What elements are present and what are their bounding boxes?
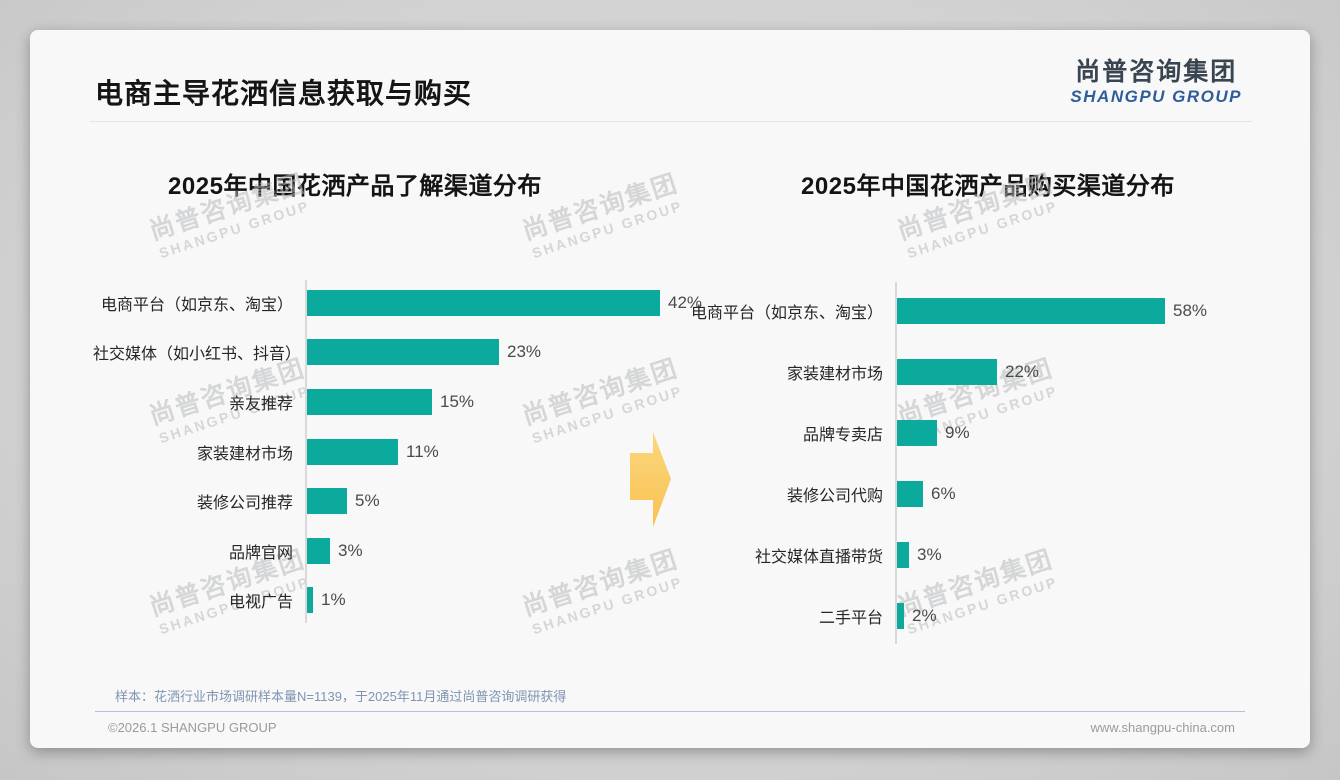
bar: [895, 358, 997, 385]
header-divider: [90, 121, 1252, 122]
bar-row: 电视广告 1%: [93, 576, 733, 626]
bar: [895, 297, 1165, 324]
awareness-channel-chart: 电商平台（如京东、淘宝） 42% 社交媒体（如小红书、抖音） 23% 亲友推荐 15% 家装…: [93, 278, 733, 625]
watermark-en-text: SHANGPU GROUP: [530, 197, 685, 262]
bar: [895, 541, 909, 568]
value-label: 5%: [355, 491, 380, 511]
value-label: 3%: [338, 540, 363, 560]
bar-row: 社交媒体（如小红书、抖音） 23%: [93, 328, 733, 378]
value-label: 3%: [917, 544, 942, 564]
value-label: 11%: [406, 441, 439, 461]
footer-divider: [95, 711, 1245, 712]
bar-row: 装修公司代购 6%: [683, 463, 1293, 524]
bar: [895, 419, 937, 446]
category-label: 装修公司推荐: [196, 495, 293, 513]
bar-row: 品牌官网 3%: [93, 526, 733, 576]
watermark-en-text: SHANGPU GROUP: [905, 197, 1060, 262]
category-label: 电商平台（如京东、淘宝）: [100, 296, 293, 314]
logo-en-text: SHANGPU GROUP: [1070, 86, 1242, 106]
shangpu-logo: 尚普咨询集团 SHANGPU GROUP: [1070, 58, 1242, 106]
category-label: 品牌专卖店: [802, 426, 883, 444]
bar: [305, 339, 499, 366]
bar: [895, 602, 904, 629]
value-label: 42%: [668, 292, 703, 312]
category-label: 电商平台（如京东、淘宝）: [690, 304, 883, 322]
value-label: 6%: [931, 483, 956, 503]
value-label: 23%: [507, 342, 542, 362]
category-label: 家装建材市场: [786, 365, 883, 383]
bar: [305, 587, 313, 614]
bar-row: 品牌专卖店 9%: [683, 402, 1293, 463]
category-label: 社交媒体（如小红书、抖音）: [93, 346, 302, 364]
purchase-chart-title: 2025年中国花洒产品购买渠道分布: [801, 173, 1175, 200]
bar: [305, 289, 660, 316]
category-label: 二手平台: [818, 609, 883, 627]
bar: [305, 438, 398, 465]
value-label: 2%: [912, 605, 937, 625]
awareness-chart-title: 2025年中国花洒产品了解渠道分布: [168, 173, 542, 200]
value-label: 58%: [1173, 300, 1208, 320]
bar-row: 亲友推荐 15%: [93, 377, 733, 427]
bar: [305, 388, 432, 415]
bar-row: 二手平台 2%: [683, 585, 1293, 646]
value-label: 15%: [440, 391, 475, 411]
page-title: 电商主导花洒信息获取与购买: [95, 78, 473, 109]
value-label: 1%: [321, 590, 346, 610]
category-label: 亲友推荐: [228, 395, 293, 413]
bar-row: 社交媒体直播带货 3%: [683, 524, 1293, 585]
bar: [305, 537, 330, 564]
bar-row: 电商平台（如京东、淘宝） 58%: [683, 280, 1293, 341]
bar: [305, 488, 347, 515]
category-label: 电视广告: [228, 594, 293, 612]
bar-row: 家装建材市场 22%: [683, 341, 1293, 402]
watermark-en-text: SHANGPU GROUP: [157, 197, 312, 262]
value-label: 9%: [945, 422, 970, 442]
purchase-channel-chart: 电商平台（如京东、淘宝） 58% 家装建材市场 22% 品牌专卖店 9% 装修公司代购 6% 社…: [683, 280, 1293, 646]
category-label: 装修公司代购: [786, 487, 883, 505]
logo-cn-text: 尚普咨询集团: [1075, 58, 1238, 86]
bar-row: 电商平台（如京东、淘宝） 42%: [93, 278, 733, 328]
transition-arrow-icon: [630, 430, 672, 533]
category-label: 品牌官网: [228, 544, 293, 562]
right-arrow-shape: [630, 432, 671, 527]
bar: [895, 480, 923, 507]
category-label: 家装建材市场: [196, 445, 293, 463]
website-text: www.shangpu-china.com: [1090, 720, 1235, 735]
sample-note: 样本：花洒行业市场调研样本量N=1139，于2025年11月通过尚普咨询调研获得: [115, 689, 567, 704]
bar-row: 家装建材市场 11%: [93, 427, 733, 477]
category-label: 社交媒体直播带货: [754, 548, 883, 566]
bar-row: 装修公司推荐 5%: [93, 476, 733, 526]
value-label: 22%: [1005, 361, 1040, 381]
report-slide: 电商主导花洒信息获取与购买 尚普咨询集团 SHANGPU GROUP 尚普咨询集…: [30, 30, 1310, 748]
copyright-text: ©2026.1 SHANGPU GROUP: [108, 720, 277, 735]
